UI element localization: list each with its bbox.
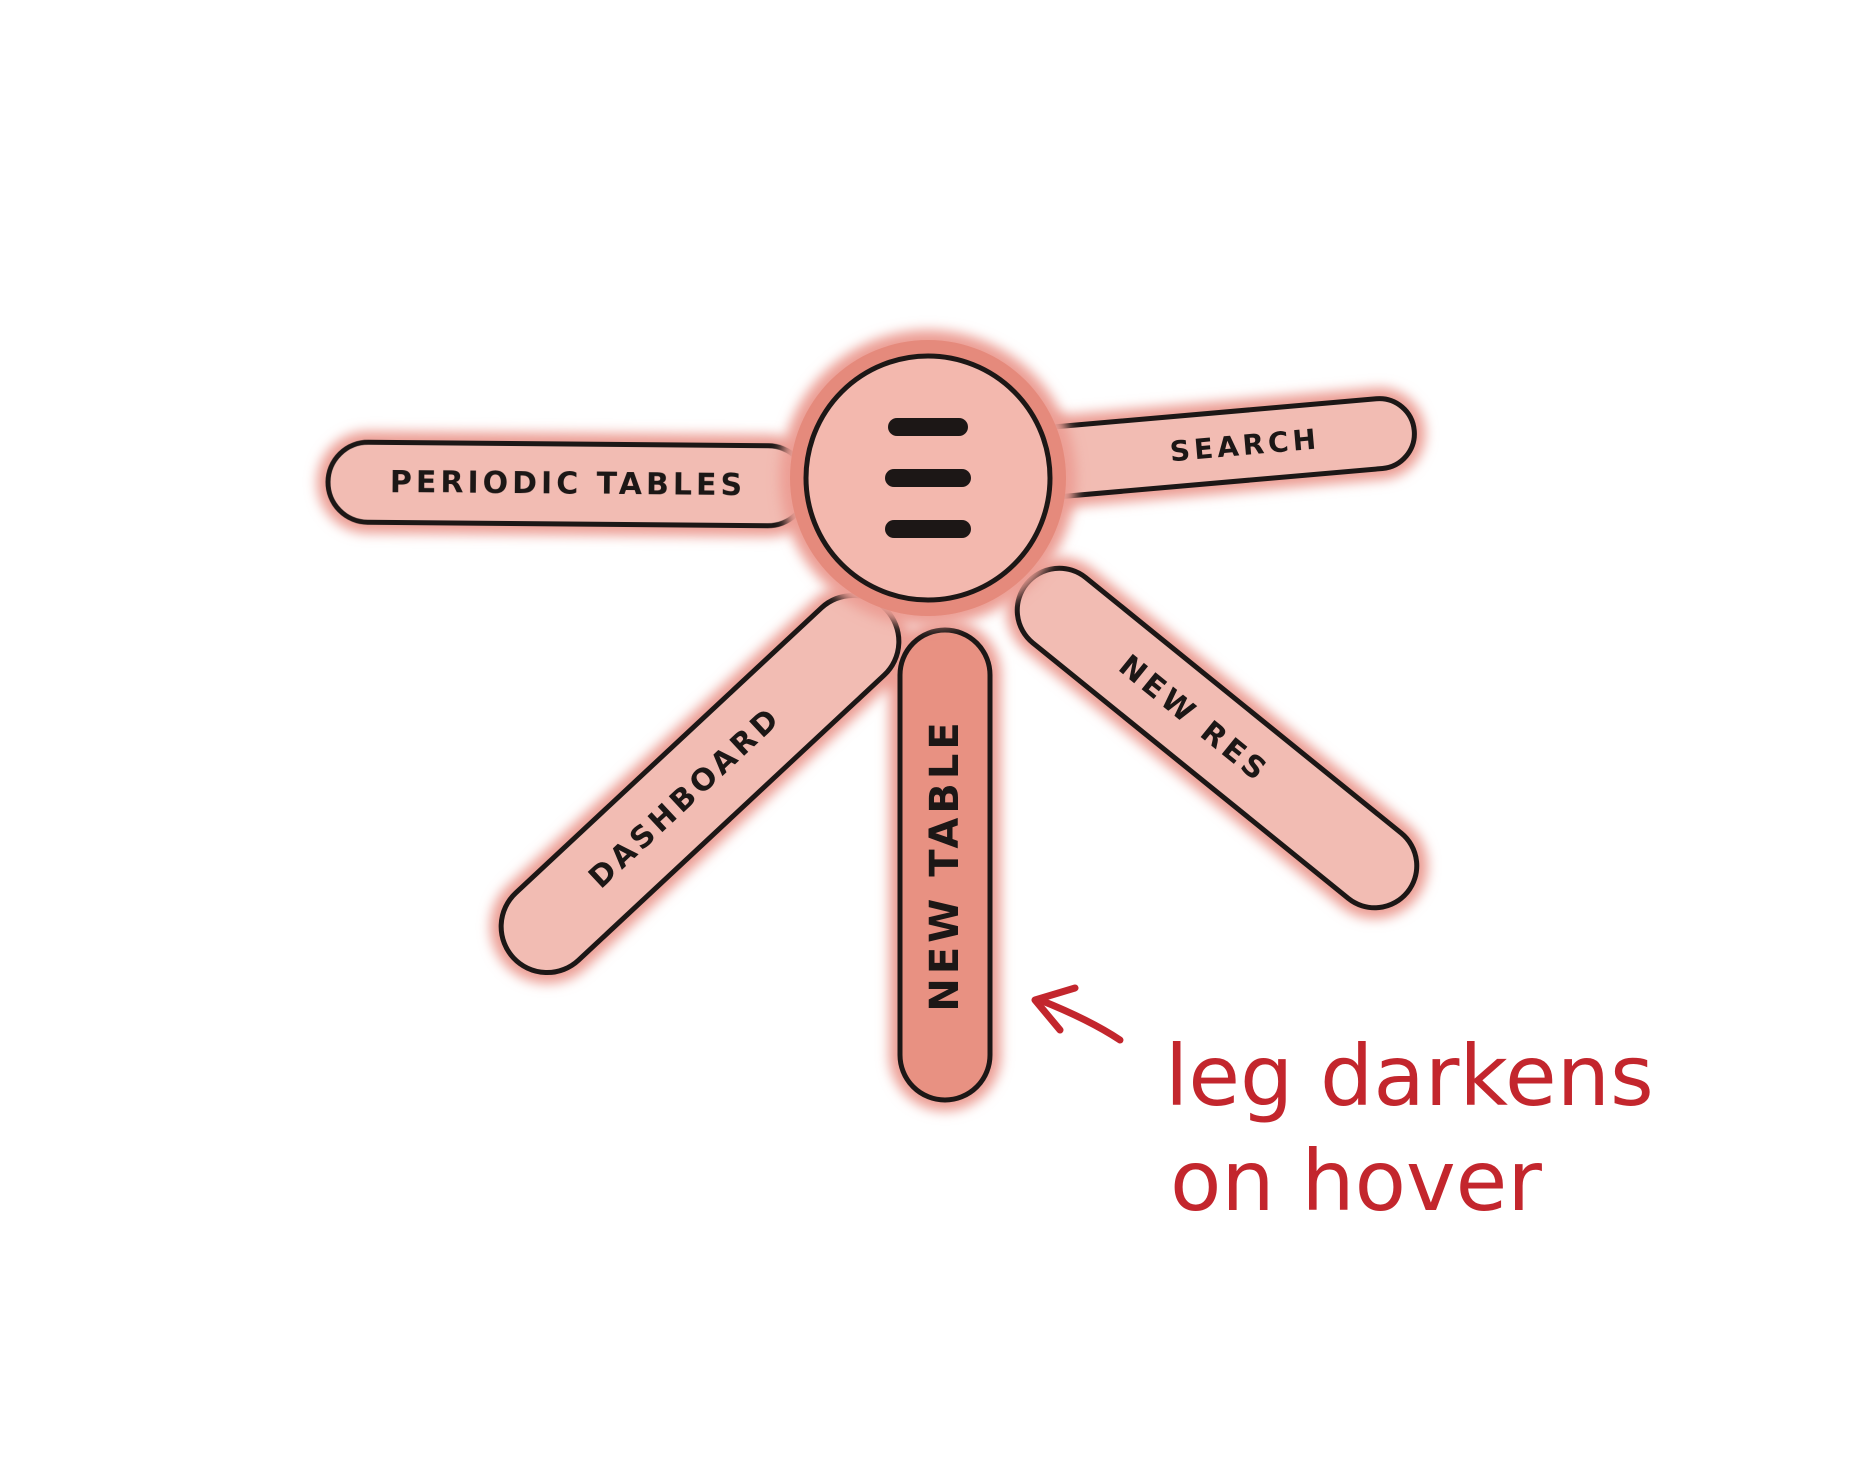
annotation-arrow <box>1036 996 1124 1044</box>
leg-dashboard[interactable]: DASHBOARD <box>482 576 918 991</box>
hover-annotation: leg darkens on hover <box>1031 984 1654 1230</box>
menu-hub-button[interactable] <box>780 330 1076 626</box>
leg-new-table-label: NEW TABLE <box>922 718 968 1011</box>
annotation-line-2: on hover <box>1170 1132 1542 1230</box>
leg-periodic-tables[interactable]: PERIODIC TABLES <box>325 439 811 529</box>
leg-new-res[interactable]: NEW RES <box>1000 551 1434 925</box>
annotation-line-1: leg darkens <box>1165 1027 1654 1125</box>
leg-periodic-tables-label: PERIODIC TABLES <box>390 465 747 503</box>
leg-new-table-shape <box>897 627 993 1103</box>
hamburger-menu-icon <box>885 418 971 538</box>
leg-search[interactable]: SEARCH <box>1013 396 1418 501</box>
leg-new-table[interactable]: NEW TABLE <box>897 627 993 1103</box>
annotation-arrow-head <box>1031 984 1079 1034</box>
